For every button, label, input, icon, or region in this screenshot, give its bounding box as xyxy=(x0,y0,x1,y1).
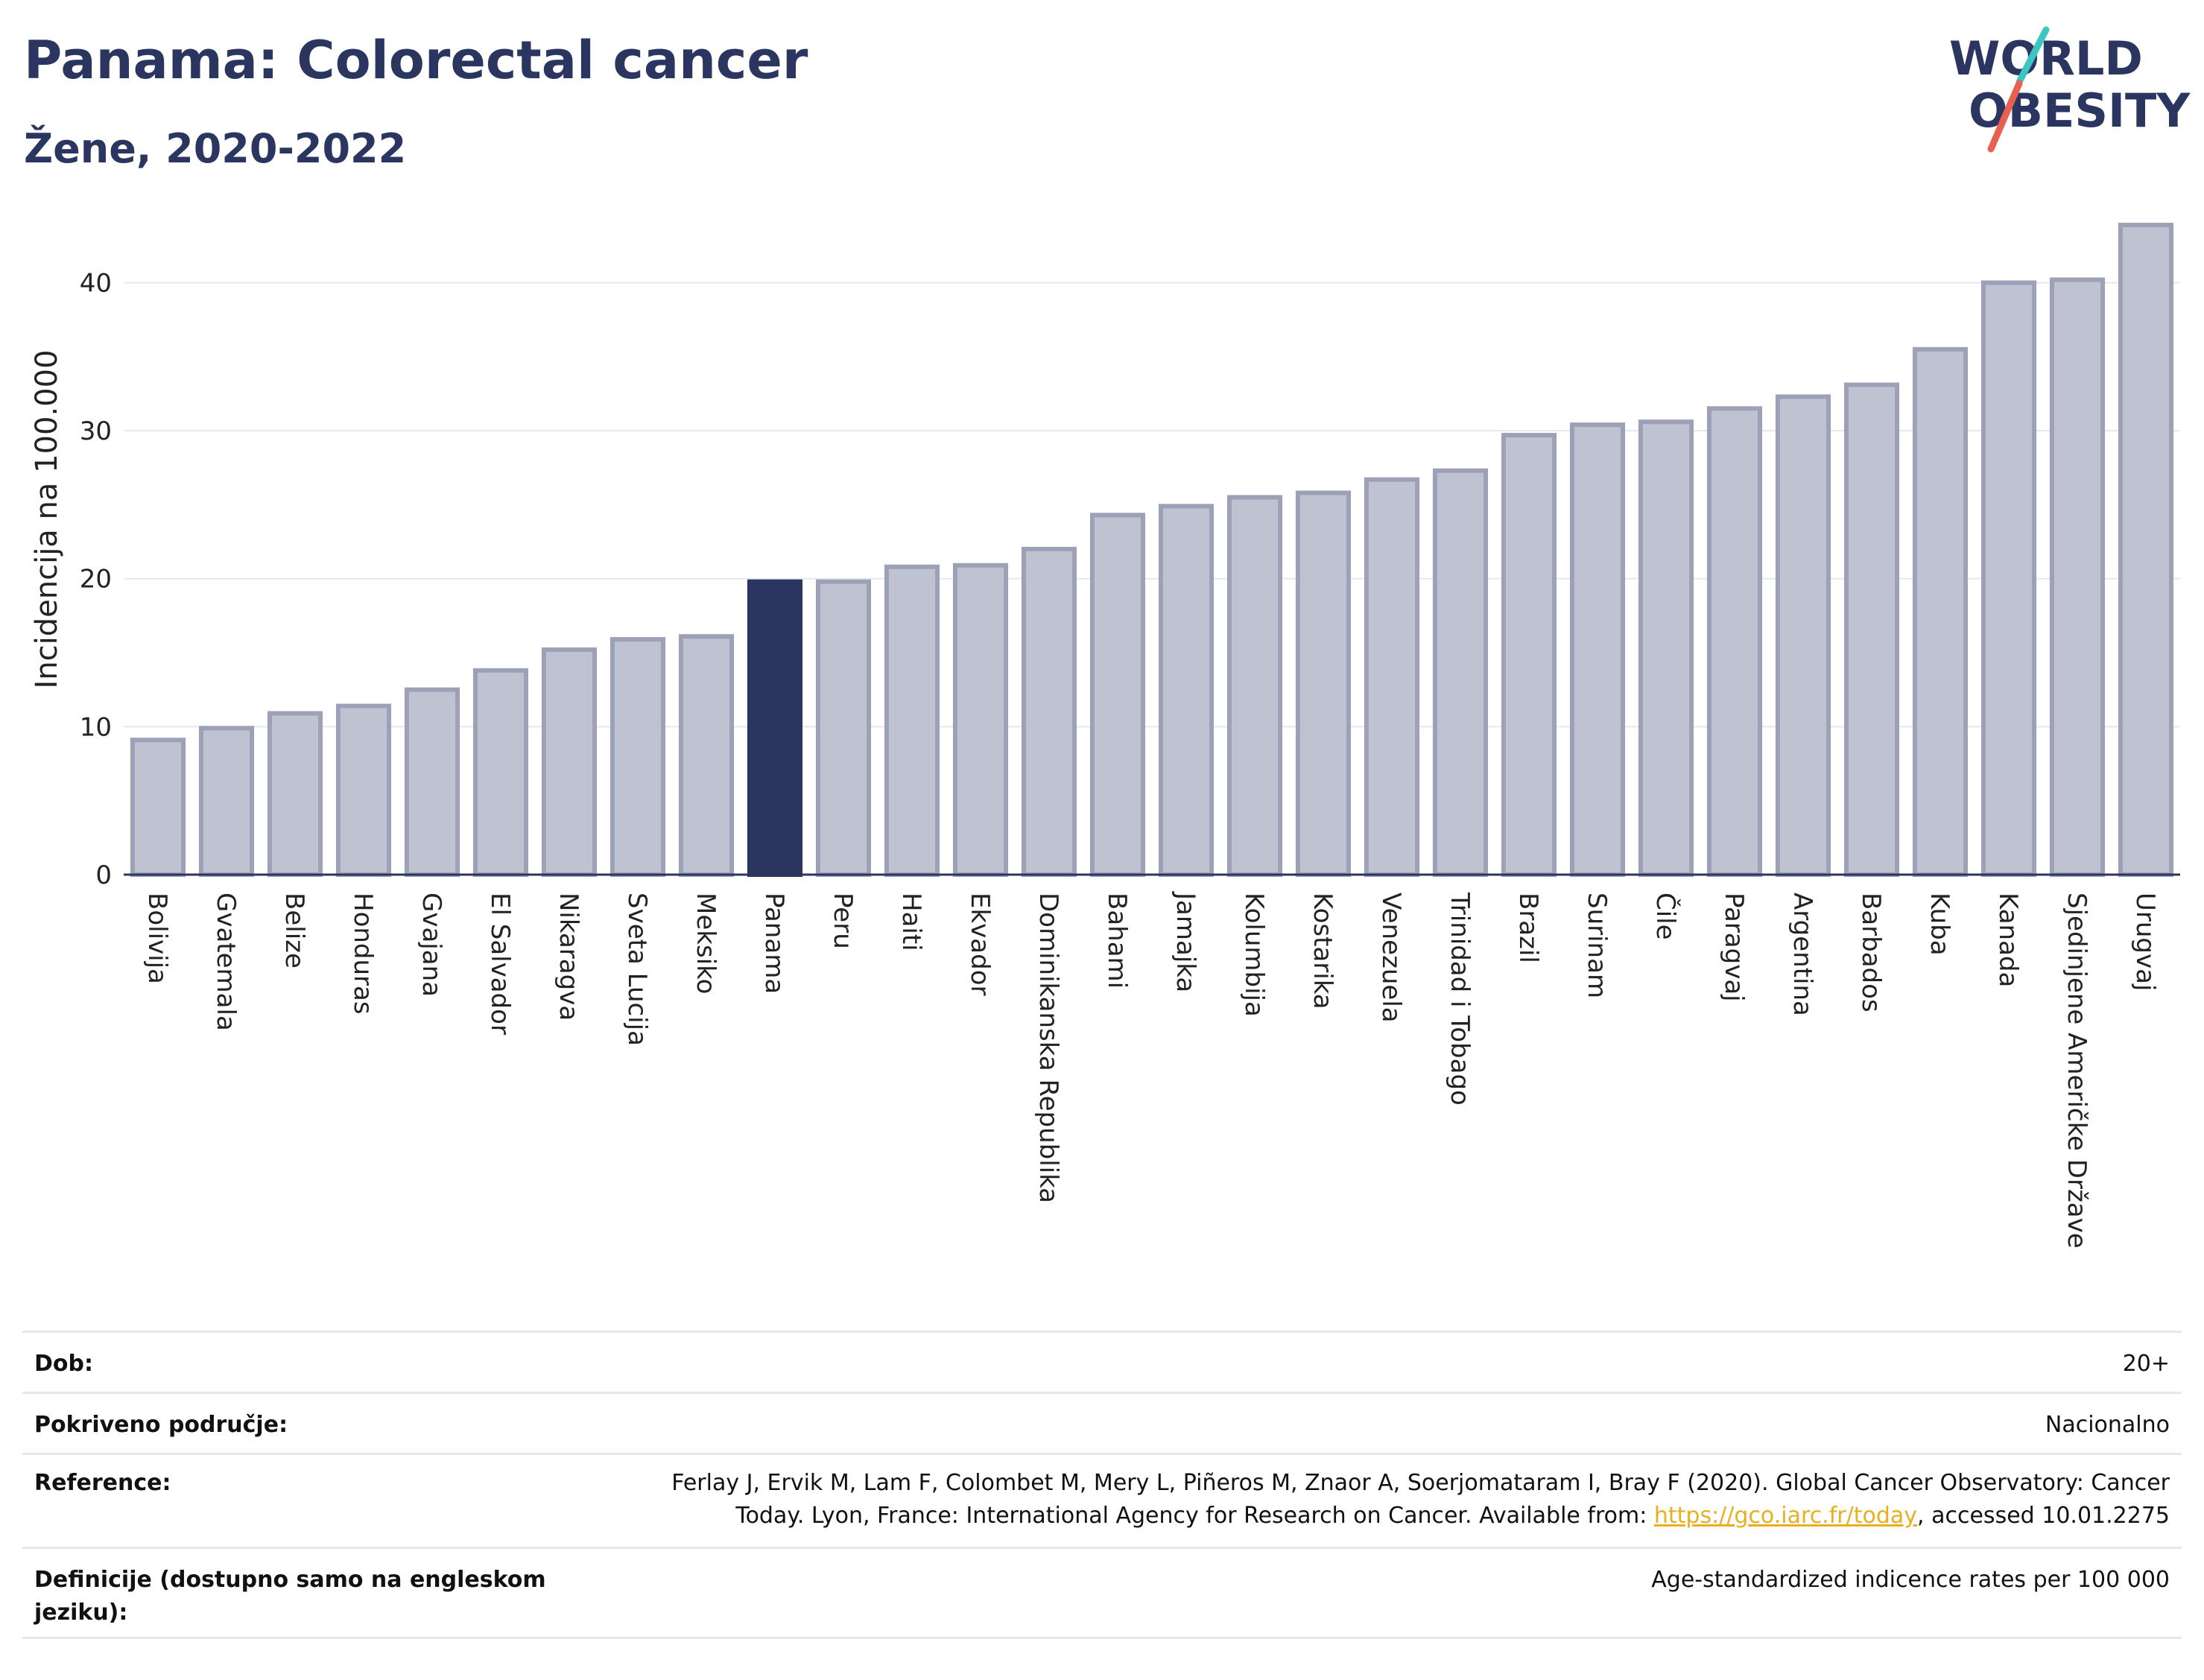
meta-value-age: 20+ xyxy=(2122,1351,2170,1377)
x-tick-label: Kanada xyxy=(1993,893,2023,987)
x-tick-label: Trinidad i Tobago xyxy=(1445,892,1475,1106)
bar xyxy=(541,647,598,878)
reference-accessed: , accessed 10.01.2275 xyxy=(1917,1503,2170,1529)
metadata-table: Dob: 20+ Pokriveno područje: Nacionalno … xyxy=(22,1331,2182,1639)
x-tick-label: Peru xyxy=(828,893,858,949)
x-tick-label: Haiti xyxy=(896,893,926,951)
x-tick-label: Ekvador xyxy=(965,893,995,996)
bar xyxy=(1775,394,1831,877)
x-tick-label: Brazil xyxy=(1513,893,1543,963)
chart-subtitle: Žene, 2020-2022 xyxy=(24,125,407,172)
bar xyxy=(609,637,666,877)
x-tick-label: Bahami xyxy=(1102,893,1132,989)
x-tick-label: Nikaragva xyxy=(554,893,583,1021)
x-tick-label: Venezuela xyxy=(1376,893,1406,1023)
x-tick-label: Kostarika xyxy=(1308,893,1337,1009)
bar xyxy=(747,579,803,877)
bar xyxy=(1569,422,1626,877)
meta-label-coverage: Pokriveno područje: xyxy=(34,1412,288,1438)
meta-label-definitions: Definicije (dostupno samo na engleskom j… xyxy=(34,1567,546,1626)
x-tick-label: Gvajana xyxy=(417,893,446,997)
x-tick-label: Čile xyxy=(1650,893,1681,940)
y-tick-label: 20 xyxy=(80,565,112,595)
y-tick-label: 40 xyxy=(80,268,112,298)
x-tick-label: Urugvaj xyxy=(2130,893,2160,991)
meta-label-reference: Reference: xyxy=(34,1470,171,1496)
bar xyxy=(1638,419,1694,877)
reference-text: Ferlay J, Ervik M, Lam F, Colombet M, Me… xyxy=(671,1470,2170,1529)
bar xyxy=(952,562,1009,877)
x-tick-label: Surinam xyxy=(1582,893,1612,998)
bar xyxy=(404,687,460,877)
meta-value-coverage: Nacionalno xyxy=(2045,1412,2170,1438)
x-tick-label: Paragvaj xyxy=(1719,893,1749,1002)
x-tick-label: Barbados xyxy=(1856,893,1886,1012)
x-tick-label: Meksiko xyxy=(691,893,721,994)
meta-value-definitions: Age-standardized indicence rates per 100… xyxy=(1651,1567,2170,1593)
x-tick-label: Kolumbija xyxy=(1239,893,1269,1017)
y-tick-label: 30 xyxy=(80,416,112,446)
x-tick-label: Sveta Lucija xyxy=(622,893,652,1046)
y-tick-label: 10 xyxy=(80,712,112,742)
bar xyxy=(1089,513,1146,878)
bar xyxy=(198,726,255,877)
bar xyxy=(815,579,872,877)
bar xyxy=(472,668,529,878)
bar xyxy=(2049,277,2106,877)
meta-row-coverage: Pokriveno područje: Nacionalno xyxy=(22,1392,2182,1453)
bar xyxy=(1226,495,1283,878)
bar xyxy=(1501,433,1557,877)
y-axis-label: Incidencija na 100.000 xyxy=(30,349,64,688)
x-tick-label: Jamajka xyxy=(1171,891,1200,992)
bar xyxy=(1021,547,1077,877)
meta-value-reference: Ferlay J, Ervik M, Lam F, Colombet M, Me… xyxy=(605,1467,2170,1532)
bar xyxy=(678,634,735,877)
y-tick-label: 0 xyxy=(95,860,112,890)
bar xyxy=(1980,280,2037,878)
world-obesity-logo: WORLD OBESITY xyxy=(1949,26,2191,153)
x-tick-label: Belize xyxy=(279,893,309,969)
bar xyxy=(335,703,392,878)
bar xyxy=(130,738,186,877)
bar xyxy=(1706,406,1763,877)
bar xyxy=(1158,504,1215,877)
bar xyxy=(1912,346,1969,878)
x-tick-label: Bolivija xyxy=(142,893,172,984)
x-tick-label: Gvatemala xyxy=(211,893,241,1031)
logo-line1: WORLD xyxy=(1949,31,2143,86)
meta-row-age: Dob: 20+ xyxy=(22,1331,2182,1392)
x-tick-label: El Salvador xyxy=(485,893,515,1035)
logo-slash-teal xyxy=(2015,26,2050,86)
meta-row-definitions: Definicije (dostupno samo na engleskom j… xyxy=(22,1547,2182,1639)
x-tick-label: Kuba xyxy=(1925,893,1954,956)
logo-slash-red xyxy=(1987,80,2023,153)
bar xyxy=(1295,490,1352,877)
bar xyxy=(2118,222,2174,877)
x-tick-label: Panama xyxy=(759,893,789,994)
x-tick-label: Honduras xyxy=(348,893,378,1015)
bar xyxy=(884,564,940,877)
x-tick-label: Argentina xyxy=(1787,893,1817,1016)
bar xyxy=(1432,468,1489,877)
bar-chart: 0 10 20 30 40 Incidencija na 100.000 Bolivija G… xyxy=(30,222,2180,1249)
x-tick-label: Sjedinjene Američke Države xyxy=(2062,893,2091,1249)
chart-title: Panama: Colorectal cancer xyxy=(24,30,808,91)
meta-label-age: Dob: xyxy=(34,1351,93,1377)
meta-row-reference: Reference: Ferlay J, Ervik M, Lam F, Col… xyxy=(22,1453,2182,1547)
bar xyxy=(1843,382,1900,877)
reference-link[interactable]: https://gco.iarc.fr/today xyxy=(1653,1503,1918,1529)
bar xyxy=(267,711,323,878)
bar xyxy=(1364,477,1420,877)
x-tick-label: Dominikanska Republika xyxy=(1033,893,1063,1203)
